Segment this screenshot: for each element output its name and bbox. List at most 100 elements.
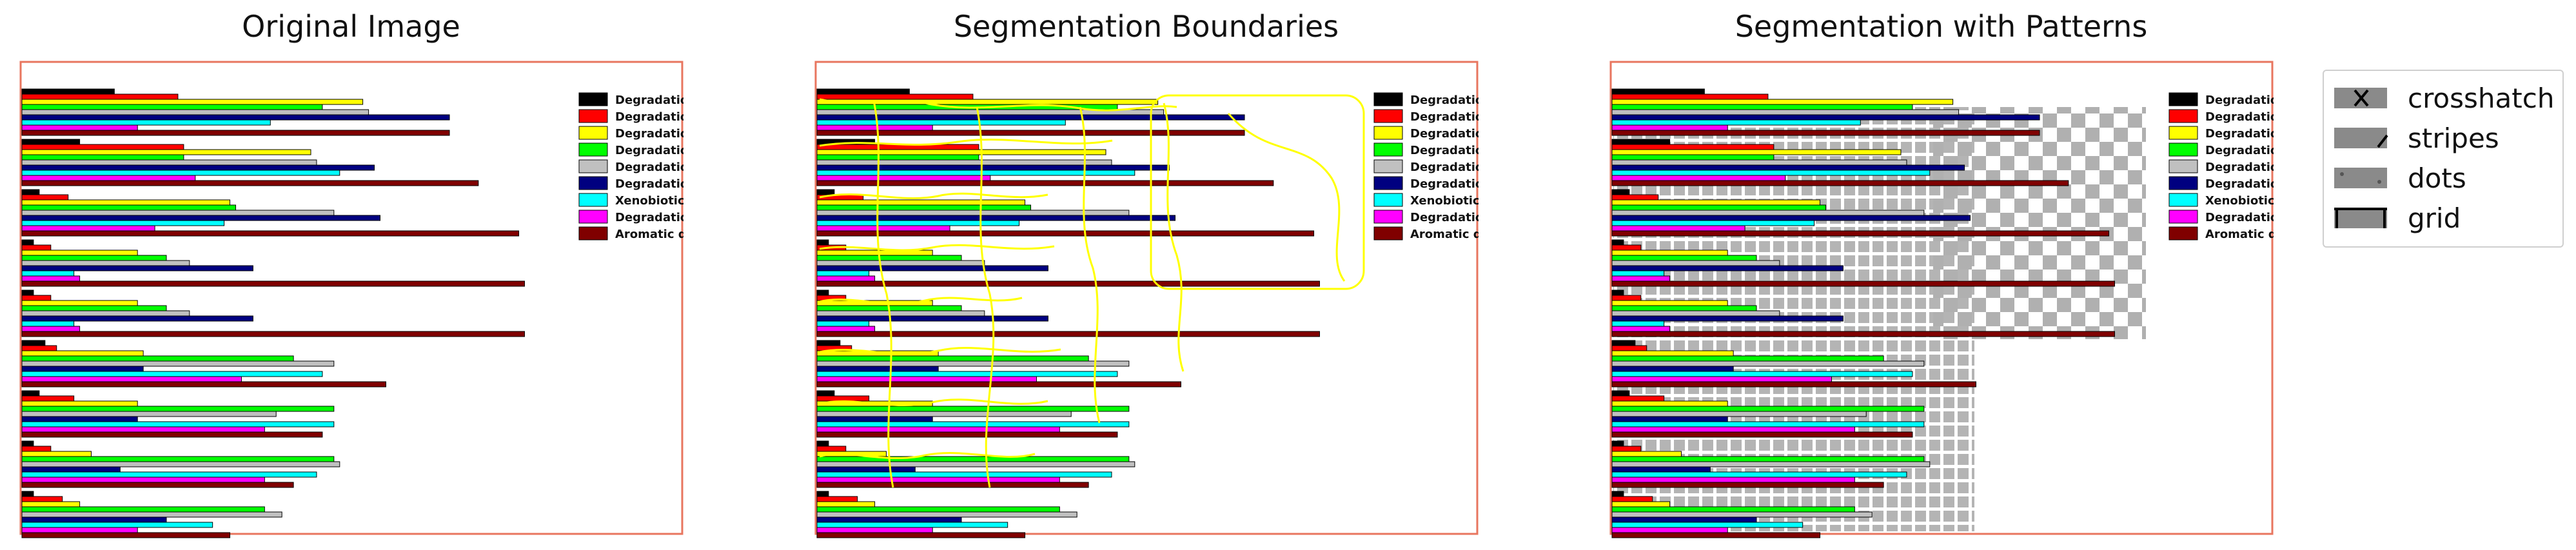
bar bbox=[21, 446, 52, 452]
inner-legend-label: Degradation bbox=[1410, 144, 1491, 157]
legend-clip bbox=[1479, 62, 1517, 534]
bar bbox=[816, 124, 933, 131]
bar bbox=[816, 511, 1077, 518]
bar bbox=[816, 315, 1048, 322]
inner-legend-label: Xenobiotic I bbox=[1410, 194, 1488, 208]
bar bbox=[1611, 395, 1665, 402]
bar bbox=[21, 516, 167, 523]
inner-legend-swatch bbox=[2168, 142, 2198, 157]
bar bbox=[21, 350, 144, 357]
bar bbox=[816, 456, 1130, 462]
bar bbox=[816, 527, 933, 533]
segmentation-patterns-panel: Degradation Degradation Degradation Degrada… bbox=[1609, 61, 2312, 538]
bar bbox=[816, 88, 910, 95]
bar bbox=[21, 270, 75, 277]
bar bbox=[21, 164, 375, 171]
bar bbox=[1611, 88, 1705, 95]
bar bbox=[1611, 300, 1728, 306]
bar bbox=[816, 189, 835, 195]
inner-legend-label: Degradation bbox=[1410, 127, 1491, 141]
stripes-icon bbox=[2334, 128, 2388, 148]
bar bbox=[816, 290, 829, 296]
segment-boundary bbox=[819, 192, 1048, 199]
bar bbox=[1611, 159, 1907, 166]
bar bbox=[1611, 461, 1931, 467]
bar bbox=[21, 109, 369, 115]
bar bbox=[816, 406, 1130, 412]
bar bbox=[816, 250, 933, 256]
bar bbox=[1611, 466, 1711, 473]
inner-legend-swatch bbox=[2168, 193, 2198, 207]
bar bbox=[21, 239, 34, 246]
bar bbox=[816, 114, 1245, 121]
bar bbox=[1611, 421, 1925, 427]
bar bbox=[816, 331, 1321, 337]
inner-legend-label: Degradation bbox=[1410, 211, 1491, 224]
bar bbox=[21, 139, 81, 145]
bar bbox=[1611, 139, 1671, 145]
bar bbox=[816, 320, 870, 327]
bar bbox=[21, 159, 317, 166]
bar bbox=[816, 164, 1170, 171]
bar bbox=[21, 440, 34, 447]
bar bbox=[1611, 175, 1786, 181]
bar bbox=[1611, 431, 1913, 438]
bar bbox=[816, 395, 870, 402]
bar bbox=[1611, 210, 1925, 216]
bar bbox=[21, 220, 225, 226]
inner-legend-swatch bbox=[578, 210, 608, 224]
panel-frame bbox=[19, 61, 683, 535]
bar bbox=[816, 416, 933, 422]
segment-boundary bbox=[819, 452, 1036, 459]
bar bbox=[21, 451, 92, 457]
panel-title-boundaries: Segmentation Boundaries bbox=[953, 9, 1339, 44]
bar bbox=[1611, 310, 1780, 317]
inner-legend-swatch bbox=[578, 226, 608, 241]
bar bbox=[1611, 290, 1624, 296]
inner-legend-label: Degradation bbox=[2205, 93, 2286, 107]
bar bbox=[21, 501, 81, 507]
segment-boundary bbox=[819, 398, 1048, 406]
segment-boundary bbox=[1163, 103, 1185, 372]
legend-label-grid: grid bbox=[2408, 202, 2461, 234]
bar bbox=[21, 421, 335, 427]
segment-boundary bbox=[1227, 113, 1346, 282]
bar bbox=[21, 476, 265, 483]
bar bbox=[1611, 99, 1954, 105]
inner-legend-swatch bbox=[1373, 159, 1403, 173]
segment-boundary bbox=[819, 139, 1113, 147]
inner-legend-swatch bbox=[1373, 226, 1403, 241]
bar bbox=[816, 381, 1181, 388]
bar bbox=[816, 501, 876, 507]
pattern-legend: crosshatch stripes dots grid bbox=[2323, 70, 2564, 248]
bar bbox=[816, 376, 1037, 382]
inner-legend-swatch bbox=[1373, 210, 1403, 224]
bar bbox=[1611, 194, 1659, 201]
inner-legend-label: Degradation bbox=[1410, 161, 1491, 174]
inner-legend-label: Aromatic de bbox=[2205, 228, 2285, 241]
bar bbox=[1611, 260, 1780, 266]
bar bbox=[21, 506, 265, 513]
segment-boundary bbox=[819, 98, 1177, 112]
bar bbox=[816, 516, 962, 523]
bar bbox=[1611, 400, 1728, 407]
bar bbox=[816, 154, 979, 161]
bar bbox=[816, 496, 858, 502]
bar bbox=[816, 230, 1315, 237]
inner-legend-swatch bbox=[1373, 109, 1403, 123]
original-image-panel: Degradation Degradation Degradation Degrada… bbox=[19, 61, 722, 538]
bar bbox=[1611, 440, 1624, 447]
bar bbox=[1611, 426, 1855, 433]
bar bbox=[1611, 331, 2116, 337]
inner-legend-label: Degradation bbox=[2205, 110, 2286, 124]
bar bbox=[21, 149, 311, 155]
bar bbox=[21, 99, 364, 105]
bar bbox=[816, 170, 1136, 176]
bar bbox=[1611, 109, 1960, 115]
inner-legend-swatch bbox=[2168, 92, 2198, 106]
bar bbox=[21, 366, 144, 372]
bar bbox=[21, 210, 335, 216]
inner-legend-swatch bbox=[578, 109, 608, 123]
bar bbox=[21, 376, 242, 382]
